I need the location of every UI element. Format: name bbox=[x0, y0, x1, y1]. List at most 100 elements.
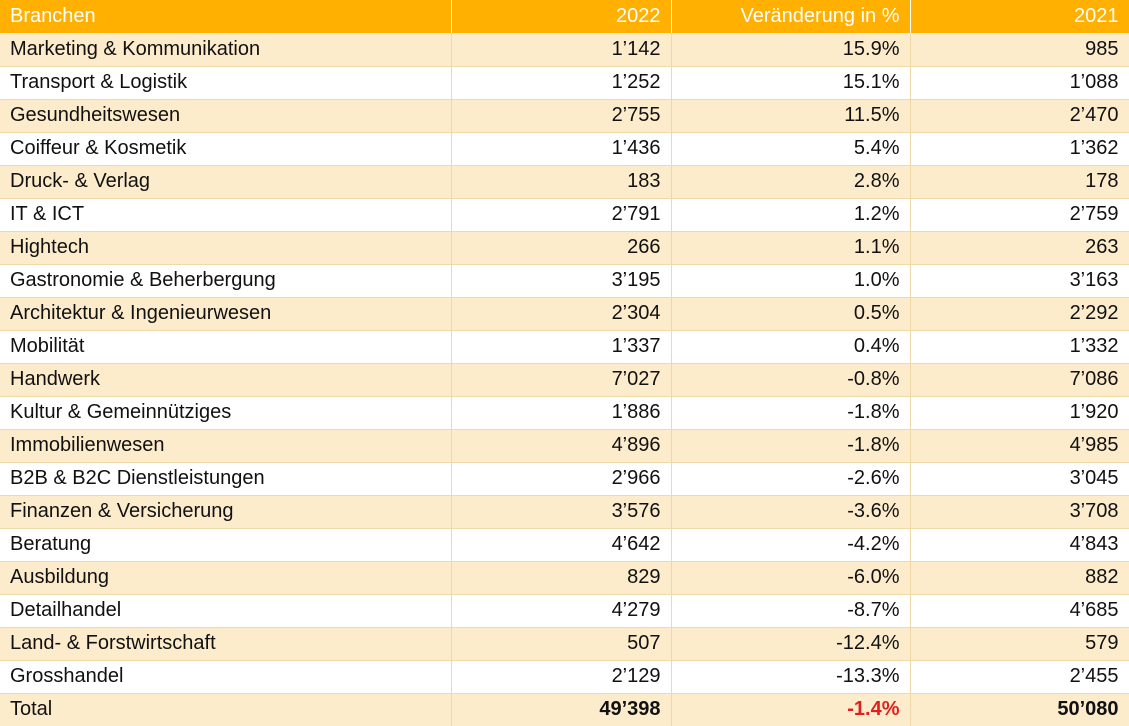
value-2022-cell: 183 bbox=[451, 165, 672, 199]
table-body: Marketing & Kommunikation 1’142 15.9% 985 Tr… bbox=[0, 33, 1129, 726]
change-percent-cell: 5.4% bbox=[671, 132, 911, 166]
value-2021-cell: 985 bbox=[910, 33, 1129, 67]
branch-name-cell: Grosshandel bbox=[0, 660, 452, 694]
value-2021-cell: 1’362 bbox=[910, 132, 1129, 166]
branch-name-cell: Marketing & Kommunikation bbox=[0, 33, 452, 67]
branch-name-cell: B2B & B2C Dienstleistungen bbox=[0, 462, 452, 496]
value-2022-cell: 3’576 bbox=[451, 495, 672, 529]
table-row: Finanzen & Versicherung 3’576 -3.6% 3’708 bbox=[0, 495, 1129, 529]
branch-name-cell: Immobilienwesen bbox=[0, 429, 452, 463]
value-2022-cell: 2’304 bbox=[451, 297, 672, 331]
value-2022-cell: 829 bbox=[451, 561, 672, 595]
branch-name-cell: Beratung bbox=[0, 528, 452, 562]
table-row: Beratung 4’642 -4.2% 4’843 bbox=[0, 528, 1129, 562]
value-2021-cell: 2’455 bbox=[910, 660, 1129, 694]
value-2022-cell: 2’755 bbox=[451, 99, 672, 133]
value-2022-cell: 3’195 bbox=[451, 264, 672, 298]
branch-name-cell: Finanzen & Versicherung bbox=[0, 495, 452, 529]
header-2021: 2021 bbox=[910, 0, 1129, 33]
change-percent-cell: 0.4% bbox=[671, 330, 911, 364]
value-2021-cell: 4’685 bbox=[910, 594, 1129, 628]
value-2022-cell: 1’886 bbox=[451, 396, 672, 430]
value-2021-cell: 1’332 bbox=[910, 330, 1129, 364]
change-percent-cell: 1.2% bbox=[671, 198, 911, 232]
change-percent-cell: -6.0% bbox=[671, 561, 911, 595]
change-percent-cell: 1.1% bbox=[671, 231, 911, 265]
value-2022-cell: 266 bbox=[451, 231, 672, 265]
total-2021-cell: 50’080 bbox=[910, 693, 1129, 726]
table-row: Kultur & Gemeinnütziges 1’886 -1.8% 1’920 bbox=[0, 396, 1129, 430]
value-2021-cell: 1’920 bbox=[910, 396, 1129, 430]
value-2021-cell: 3’163 bbox=[910, 264, 1129, 298]
change-percent-cell: -1.8% bbox=[671, 429, 911, 463]
value-2022-cell: 2’966 bbox=[451, 462, 672, 496]
table-row: Transport & Logistik 1’252 15.1% 1’088 bbox=[0, 66, 1129, 100]
branch-name-cell: Ausbildung bbox=[0, 561, 452, 595]
value-2022-cell: 1’142 bbox=[451, 33, 672, 67]
header-branch: Branchen bbox=[0, 0, 452, 33]
change-percent-cell: -1.8% bbox=[671, 396, 911, 430]
total-row: Total 49’398 -1.4% 50’080 bbox=[0, 693, 1129, 726]
change-percent-cell: 1.0% bbox=[671, 264, 911, 298]
value-2022-cell: 2’129 bbox=[451, 660, 672, 694]
table-row: Hightech 266 1.1% 263 bbox=[0, 231, 1129, 265]
value-2021-cell: 4’985 bbox=[910, 429, 1129, 463]
value-2022-cell: 4’279 bbox=[451, 594, 672, 628]
branch-name-cell: Gesundheitswesen bbox=[0, 99, 452, 133]
value-2021-cell: 2’470 bbox=[910, 99, 1129, 133]
change-percent-cell: 11.5% bbox=[671, 99, 911, 133]
value-2021-cell: 3’045 bbox=[910, 462, 1129, 496]
branch-name-cell: IT & ICT bbox=[0, 198, 452, 232]
change-percent-cell: -13.3% bbox=[671, 660, 911, 694]
table-row: Mobilität 1’337 0.4% 1’332 bbox=[0, 330, 1129, 364]
value-2021-cell: 2’292 bbox=[910, 297, 1129, 331]
change-percent-cell: -2.6% bbox=[671, 462, 911, 496]
value-2021-cell: 3’708 bbox=[910, 495, 1129, 529]
value-2022-cell: 1’436 bbox=[451, 132, 672, 166]
change-percent-cell: -0.8% bbox=[671, 363, 911, 397]
table-row: Immobilienwesen 4’896 -1.8% 4’985 bbox=[0, 429, 1129, 463]
total-change-cell: -1.4% bbox=[671, 693, 911, 726]
change-percent-cell: -4.2% bbox=[671, 528, 911, 562]
branch-name-cell: Land- & Forstwirtschaft bbox=[0, 627, 452, 661]
value-2022-cell: 7’027 bbox=[451, 363, 672, 397]
value-2021-cell: 882 bbox=[910, 561, 1129, 595]
table-row: Grosshandel 2’129 -13.3% 2’455 bbox=[0, 660, 1129, 694]
table-row: Land- & Forstwirtschaft 507 -12.4% 579 bbox=[0, 627, 1129, 661]
value-2021-cell: 1’088 bbox=[910, 66, 1129, 100]
value-2021-cell: 178 bbox=[910, 165, 1129, 199]
table-row: Coiffeur & Kosmetik 1’436 5.4% 1’362 bbox=[0, 132, 1129, 166]
table-row: Gastronomie & Beherbergung 3’195 1.0% 3’163 bbox=[0, 264, 1129, 298]
value-2022-cell: 1’252 bbox=[451, 66, 672, 100]
branch-name-cell: Architektur & Ingenieurwesen bbox=[0, 297, 452, 331]
change-percent-cell: -8.7% bbox=[671, 594, 911, 628]
branch-name-cell: Handwerk bbox=[0, 363, 452, 397]
value-2022-cell: 2’791 bbox=[451, 198, 672, 232]
header-row: Branchen 2022 Veränderung in % 2021 bbox=[0, 0, 1129, 33]
table-row: Gesundheitswesen 2’755 11.5% 2’470 bbox=[0, 99, 1129, 133]
total-label-cell: Total bbox=[0, 693, 452, 726]
branch-name-cell: Transport & Logistik bbox=[0, 66, 452, 100]
table-row: B2B & B2C Dienstleistungen 2’966 -2.6% 3’04… bbox=[0, 462, 1129, 496]
total-2022-cell: 49’398 bbox=[451, 693, 672, 726]
table-row: Handwerk 7’027 -0.8% 7’086 bbox=[0, 363, 1129, 397]
value-2021-cell: 7’086 bbox=[910, 363, 1129, 397]
value-2022-cell: 4’896 bbox=[451, 429, 672, 463]
change-percent-cell: -12.4% bbox=[671, 627, 911, 661]
value-2022-cell: 4’642 bbox=[451, 528, 672, 562]
change-percent-cell: 15.9% bbox=[671, 33, 911, 67]
table-row: Detailhandel 4’279 -8.7% 4’685 bbox=[0, 594, 1129, 628]
table-row: Architektur & Ingenieurwesen 2’304 0.5% 2’2… bbox=[0, 297, 1129, 331]
header-change: Veränderung in % bbox=[671, 0, 911, 33]
branch-name-cell: Coiffeur & Kosmetik bbox=[0, 132, 452, 166]
change-percent-cell: 0.5% bbox=[671, 297, 911, 331]
branch-name-cell: Mobilität bbox=[0, 330, 452, 364]
header-2022: 2022 bbox=[451, 0, 672, 33]
change-percent-cell: 2.8% bbox=[671, 165, 911, 199]
branch-name-cell: Gastronomie & Beherbergung bbox=[0, 264, 452, 298]
value-2021-cell: 263 bbox=[910, 231, 1129, 265]
change-percent-cell: -3.6% bbox=[671, 495, 911, 529]
value-2022-cell: 507 bbox=[451, 627, 672, 661]
change-percent-cell: 15.1% bbox=[671, 66, 911, 100]
